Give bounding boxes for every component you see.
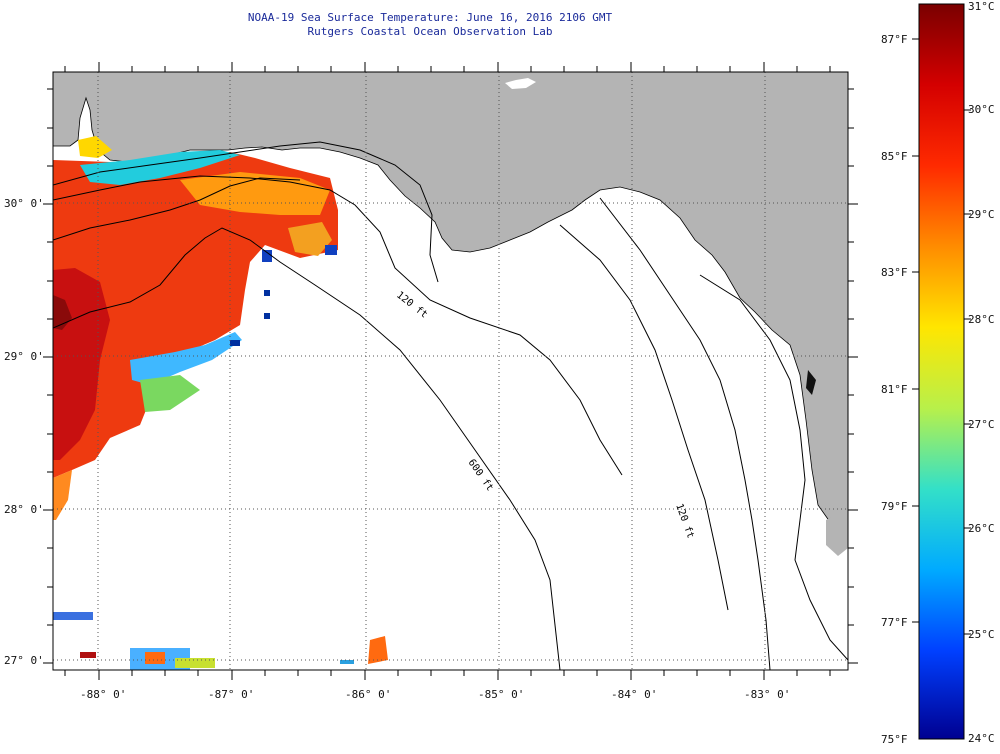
colorbar: [918, 3, 965, 740]
colorbar-f-81: 81°F: [881, 383, 908, 396]
sst-speck: [264, 290, 270, 296]
sst-band-cyan: [80, 150, 240, 185]
sst-patch-bottom: [145, 652, 165, 664]
contour-600ft: [53, 227, 561, 670]
contour-120ft-north-2: [53, 175, 623, 476]
graticule: [53, 72, 848, 670]
sst-edge-green: [140, 375, 200, 412]
sst-patch-left: [53, 612, 93, 620]
colorbar-c-24: 24°C: [968, 732, 995, 745]
colorbar-f-77: 77°F: [881, 616, 908, 629]
sst-patch-south: [368, 636, 388, 664]
map-subtitle: Rutgers Coastal Ocean Observation Lab: [307, 25, 553, 38]
lon-label-86: -86° 0': [345, 688, 392, 701]
island: [505, 78, 536, 89]
colorbar-f-79: 79°F: [881, 500, 908, 513]
colorbar-f-87: 87°F: [881, 33, 908, 46]
bay-notch: [806, 370, 816, 395]
sst-edge-blue: [130, 332, 242, 385]
sst-patch-east: [288, 222, 332, 256]
colorbar-c-30: 30°C: [968, 103, 995, 116]
sst-swath-main: [53, 152, 338, 478]
colorbar-c-28: 28°C: [968, 313, 995, 326]
contour-shelf-mid: [559, 224, 729, 611]
contour-120ft-north: [53, 141, 439, 283]
map-ticks: [43, 62, 858, 680]
contour-shelf-west: [53, 177, 301, 241]
sst-patch-south: [340, 660, 354, 664]
contour-shelf-east: [599, 197, 771, 670]
lon-label-83: -83° 0': [744, 688, 791, 701]
lon-label-84: -84° 0': [611, 688, 658, 701]
sst-speck: [325, 245, 337, 255]
lat-label-27: 27° 0': [4, 654, 44, 667]
colorbar-c-25: 25°C: [968, 628, 995, 641]
sst-speck: [262, 250, 272, 262]
lat-label-28: 28° 0': [4, 503, 44, 516]
land-mass-south: [826, 510, 848, 556]
colorbar-c-26: 26°C: [968, 522, 995, 535]
lon-label-85: -85° 0': [478, 688, 525, 701]
colorbar-f-83: 83°F: [881, 266, 908, 279]
lat-label-29: 29° 0': [4, 350, 44, 363]
contour-coast-inner: [699, 274, 848, 661]
sst-edge-west: [53, 470, 72, 520]
map-frame: [52, 71, 849, 671]
sst-patch-bottom: [175, 658, 215, 668]
colorbar-f-85: 85°F: [881, 150, 908, 163]
lon-label-87: -87° 0': [208, 688, 255, 701]
map-title: NOAA-19 Sea Surface Temperature: June 16…: [247, 11, 613, 24]
sst-speck: [264, 313, 270, 319]
lat-label-30: 30° 0': [4, 197, 44, 210]
colorbar-c-29: 29°C: [968, 208, 995, 221]
colorbar-f-75: 75°F: [881, 733, 908, 746]
colorbar-c-27: 27°C: [968, 418, 995, 431]
colorbar-c-31: 31°C: [968, 0, 995, 13]
sst-speck: [230, 340, 240, 346]
colorbar-ticks: [912, 38, 971, 635]
lon-label-88: -88° 0': [80, 688, 127, 701]
sst-patch-left: [80, 652, 96, 658]
sst-band-yellow: [78, 136, 112, 158]
sst-swath-hot: [53, 295, 72, 330]
